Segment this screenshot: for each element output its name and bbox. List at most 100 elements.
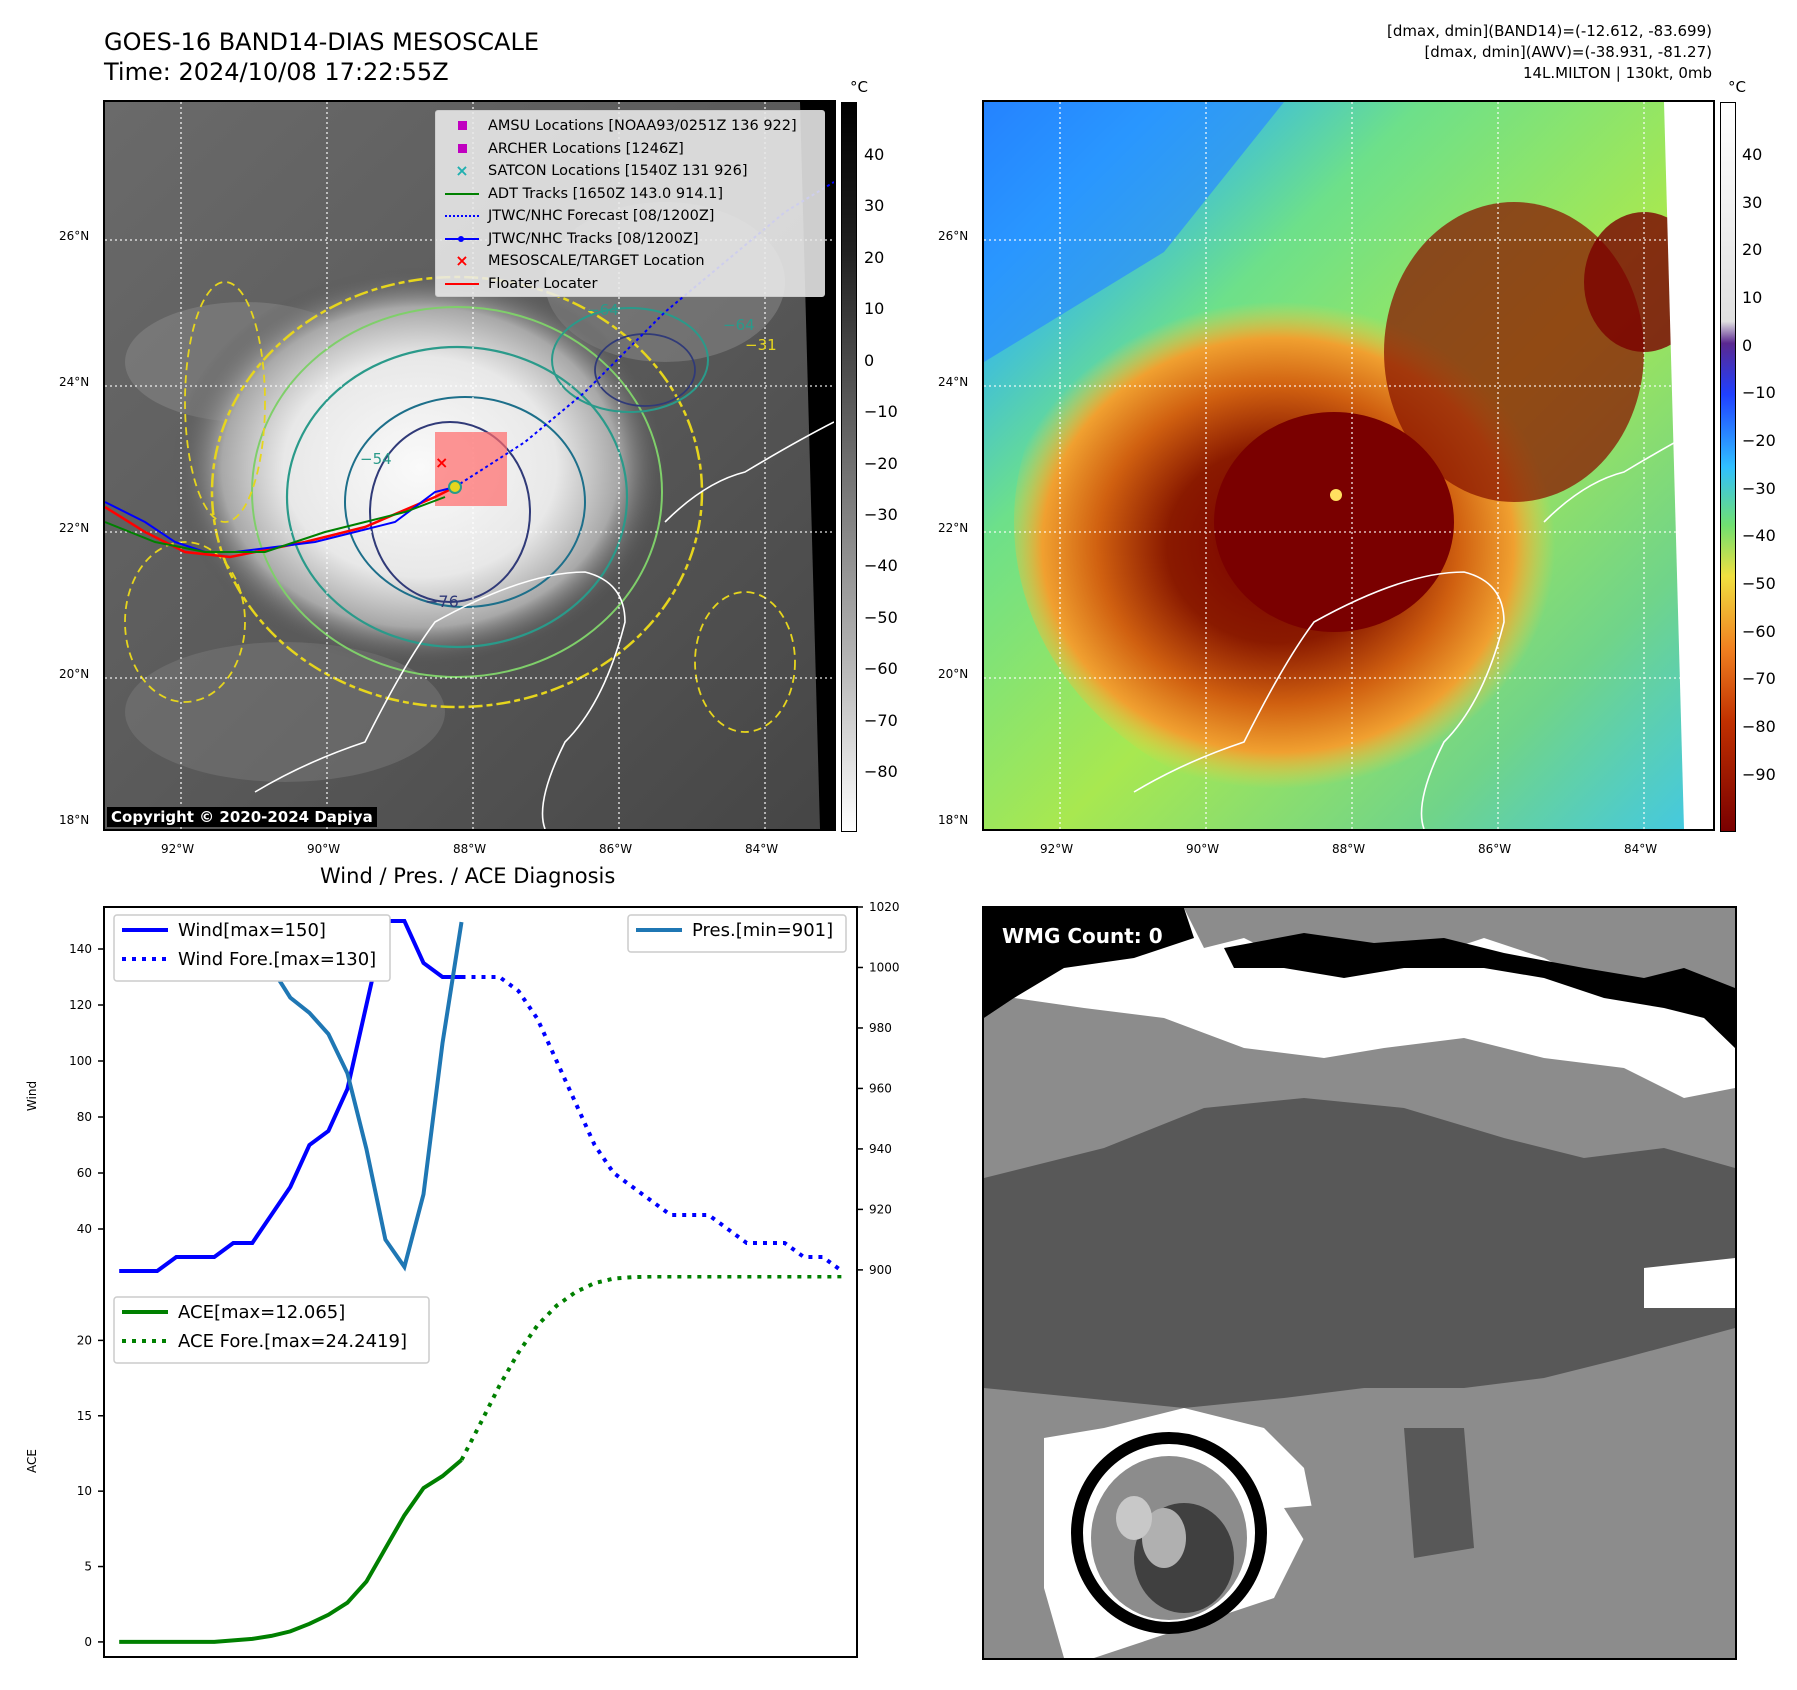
awv-colorbar-unit: °C: [1728, 78, 1746, 96]
y-tick-label: 15: [77, 1409, 92, 1423]
awv-lon-label: 84°W: [1624, 842, 1658, 856]
y-right-tick-label: 960: [869, 1081, 892, 1095]
y-right-tick-label: 1000: [869, 960, 900, 974]
chart-legend: Pres.[min=901]: [627, 914, 847, 953]
awv-tick: −70: [1742, 669, 1776, 689]
y-tick-label: 20: [77, 1333, 92, 1347]
awv-lon-label: 88°W: [1332, 842, 1366, 856]
ir-tick: 20: [864, 247, 885, 267]
awv-tick: 40: [1742, 145, 1763, 164]
legend-label: JTWC/NHC Tracks [08/1200Z]: [488, 230, 699, 247]
legend-item: × SATCON Locations [1540Z 131 926]: [442, 160, 818, 183]
plot-frame: [103, 1275, 858, 1658]
chart-legend-label: ACE Fore.[max=24.2419]: [178, 1331, 407, 1352]
y-tick-label: 0: [84, 1635, 92, 1649]
figure-title-line2: Time: 2024/10/08 17:22:55Z: [104, 58, 449, 86]
legend-marker-icon: ×: [455, 161, 469, 181]
awv-map-image: [984, 102, 1713, 829]
series-line-1: [461, 975, 843, 1273]
copyright-label: Copyright © 2020-2024 Dapiya: [107, 807, 377, 827]
legend-item: Floater Locater: [442, 273, 818, 296]
legend-label: JTWC/NHC Forecast [08/1200Z]: [488, 208, 715, 224]
legend-item: AMSU Locations [NOAA93/0251Z 136 922]: [442, 115, 818, 138]
legend-marker-icon: [442, 183, 482, 205]
awv-tick: −50: [1742, 573, 1776, 593]
awv-tick: −80: [1742, 716, 1776, 736]
legend-label: Floater Locater: [488, 275, 598, 292]
awv-colorbar: [1720, 102, 1736, 832]
awv-tick: 30: [1742, 192, 1763, 212]
ir-tick: 0: [864, 350, 875, 370]
contour-label-d: −54: [360, 450, 392, 468]
y-tick-label: 60: [77, 1166, 92, 1180]
contour-label-e: −31: [745, 336, 777, 354]
y-right-tick-label: 980: [869, 1021, 892, 1035]
legend-marker-icon: [442, 205, 482, 227]
y-tick-label: 20: [77, 1278, 92, 1280]
y-tick-label: 100: [69, 1054, 92, 1068]
awv-tick: −30: [1742, 478, 1776, 498]
wind-pressure-chart: 20 40 60 80 100 120 140 900 920 940 960 980 1000 1020…: [25, 900, 900, 1280]
y-tick-label: 5: [84, 1560, 92, 1574]
legend-label: SATCON Locations [1540Z 131 926]: [488, 163, 748, 179]
awv-lat-label: 24°N: [938, 375, 969, 389]
contour-label-a: −64: [587, 301, 619, 319]
contour-label-c: −76: [425, 592, 459, 611]
chart-legend-label: Pres.[min=901]: [692, 920, 833, 941]
ir-tick: −60: [864, 659, 898, 679]
ir-lat-label: 18°N: [59, 813, 90, 827]
ir-map-panel: × −64 −64 −76 −54 −31 AMSU Locations [NO…: [103, 100, 836, 831]
ace-chart: 0510152025ACEACE[max=12.065]ACE Fore.[ma…: [25, 1275, 858, 1658]
legend-marker-icon: [442, 115, 482, 137]
y-axis-label: ACE: [25, 1449, 39, 1473]
plot-frame: [103, 906, 858, 1280]
ir-lat-label: 26°N: [59, 229, 90, 243]
stats-line3: 14L.MILTON | 130kt, 0mb: [1522, 64, 1712, 82]
awv-tick: −40: [1742, 526, 1776, 546]
wmg-panel: WMG Count: 0: [982, 906, 1737, 1660]
ir-tick: −50: [864, 607, 898, 627]
diagnosis-chart-title: Wind / Pres. / ACE Diagnosis: [320, 864, 616, 888]
floater-track: [105, 485, 456, 559]
awv-tick: 10: [1742, 287, 1763, 307]
awv-tick: −90: [1742, 764, 1776, 784]
adt-track: [105, 496, 446, 553]
ir-lon-label: 90°W: [307, 842, 341, 856]
awv-lat-label: 20°N: [938, 667, 969, 681]
ir-tick: −70: [864, 710, 898, 730]
series-line-1: [459, 1275, 842, 1461]
awv-lat-label: 18°N: [938, 813, 969, 827]
legend-item: × MESOSCALE/TARGET Location: [442, 250, 818, 273]
contour-label-b: −64: [723, 316, 755, 334]
awv-lon-label: 90°W: [1186, 842, 1220, 856]
ir-legend: AMSU Locations [NOAA93/0251Z 136 922] ARC…: [435, 110, 825, 297]
awv-lon-label: 92°W: [1040, 842, 1074, 856]
awv-lat-label: 26°N: [938, 229, 969, 243]
jtwc-track: [105, 486, 456, 553]
ir-lon-label: 86°W: [599, 842, 633, 856]
y-tick-label: 40: [77, 1222, 92, 1236]
svg-text:×: ×: [435, 453, 448, 472]
ir-lat-label: 20°N: [59, 667, 90, 681]
ir-tick: −20: [864, 453, 898, 473]
ir-tick: −10: [864, 402, 898, 422]
ir-tick: −80: [864, 762, 898, 781]
legend-item: JTWC/NHC Forecast [08/1200Z]: [442, 205, 818, 228]
series-line-0: [119, 1458, 463, 1644]
chart-legend-label: ACE[max=12.065]: [178, 1302, 345, 1323]
legend-marker-icon: [442, 228, 482, 250]
y-axis-label: Wind: [25, 1081, 39, 1111]
awv-tick: 20: [1742, 240, 1763, 260]
ir-tick: 40: [864, 145, 885, 164]
ir-tick: −40: [864, 556, 898, 576]
awv-tick: −10: [1742, 383, 1776, 403]
ir-lon-label: 88°W: [453, 842, 487, 856]
legend-label: MESOSCALE/TARGET Location: [488, 253, 705, 269]
ir-tick: 10: [864, 299, 885, 319]
ir-colorbar: [841, 102, 857, 832]
legend-marker-icon: ×: [455, 251, 469, 271]
y-right-tick-label: 900: [869, 1263, 892, 1277]
ir-colorbar-unit: °C: [850, 78, 868, 96]
y-right-tick-label: 1020: [869, 900, 900, 914]
y-tick-label: 80: [77, 1110, 92, 1124]
